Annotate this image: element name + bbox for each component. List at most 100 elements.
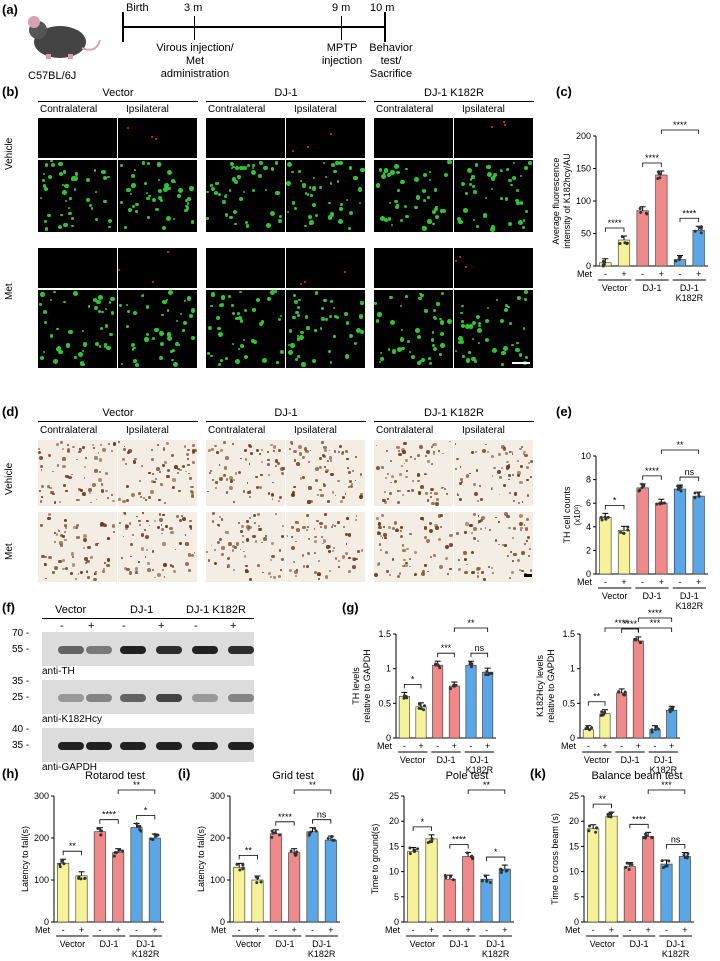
group-label: K182R [676, 601, 704, 611]
y-tick-label: 5 [394, 892, 399, 902]
data-point [600, 518, 604, 522]
sig-label: ns [317, 810, 327, 820]
y-tick-label: 0 [574, 917, 579, 927]
sig-label: ** [467, 618, 475, 628]
y-tick-label: 10 [389, 867, 399, 877]
met-sign: + [659, 269, 664, 279]
sig-label: * [421, 817, 425, 827]
data-point [595, 826, 599, 830]
fluorescence-image [374, 118, 453, 158]
sig-bracket [437, 652, 455, 658]
ihc-image [38, 512, 117, 582]
data-point [642, 835, 646, 839]
panel-label-j: (j) [352, 766, 365, 781]
met-sign: + [659, 577, 664, 587]
met-label: Met [385, 925, 401, 935]
panel-label-k: (k) [530, 766, 546, 781]
met-label: Met [35, 925, 51, 935]
bar [324, 839, 337, 923]
data-point [667, 859, 671, 863]
data-point [153, 832, 157, 836]
group-label: K182R [482, 949, 510, 959]
data-point [138, 824, 142, 828]
fluorescence-image [118, 118, 197, 158]
bar [605, 815, 618, 923]
sig-bracket [99, 819, 119, 824]
y-tick-label: 1.5 [562, 629, 575, 639]
sig-label: ** [69, 841, 77, 851]
data-point [444, 876, 448, 880]
bar [448, 685, 460, 739]
y-tick-label: 0 [220, 917, 225, 927]
lane-sign: + [230, 620, 237, 632]
y-tick-label: 200 [34, 833, 49, 843]
sig-label: **** [623, 619, 638, 629]
data-point [408, 846, 412, 850]
sig-label: * [613, 495, 617, 505]
d-row-met: Met [4, 543, 15, 560]
data-point [607, 815, 611, 819]
data-point [602, 262, 606, 266]
data-point [638, 207, 642, 211]
met-sign: - [604, 577, 607, 587]
met-sign: + [79, 925, 84, 935]
data-point [113, 850, 117, 854]
data-point [61, 858, 65, 862]
ihc-image [454, 440, 534, 506]
b-group-dj1: DJ-1 [274, 87, 298, 99]
data-point [295, 850, 299, 854]
data-point [640, 482, 644, 486]
y-axis-label: TH cell counts [562, 486, 572, 544]
data-point [135, 822, 139, 826]
group-label: Vector [410, 939, 436, 949]
bar [632, 640, 644, 739]
sig-bracket [403, 684, 422, 689]
data-point [100, 829, 104, 833]
timeline-end-tick [384, 12, 386, 42]
data-point [661, 865, 665, 869]
met-sign: - [135, 925, 138, 935]
data-point [644, 834, 648, 838]
group-label: DJ-1 [666, 939, 685, 949]
ihc-image [286, 512, 365, 582]
data-point [99, 833, 103, 837]
sig-bracket [660, 449, 700, 454]
y-axis-unit: (x10³) [573, 504, 582, 525]
mw-marker: 70 - [12, 628, 30, 639]
data-point [451, 878, 455, 882]
panel-label-b: (b) [2, 84, 19, 99]
data-point [697, 494, 701, 498]
bar [623, 866, 636, 923]
data-point [326, 837, 330, 841]
bar [233, 867, 246, 923]
data-point [289, 849, 293, 853]
data-point [241, 862, 245, 866]
met-label: Met [211, 925, 227, 935]
bar [692, 229, 705, 267]
group-label: DJ-1 [486, 939, 505, 949]
fluorescence-image [206, 160, 285, 232]
fluorescence-image [374, 290, 453, 368]
data-point [699, 231, 703, 235]
met-sign: - [62, 925, 65, 935]
bar [465, 664, 477, 739]
group-label: DJ-1 [620, 755, 639, 765]
ihc-image [206, 512, 285, 582]
y-axis-label: Latency to fall(s) [196, 826, 206, 892]
data-point [486, 673, 490, 677]
panel-label-c: (c) [556, 84, 572, 99]
sig-bracket [621, 628, 639, 633]
sig-bracket [587, 701, 606, 706]
data-point [413, 848, 417, 852]
sig-label: ** [245, 845, 253, 855]
y-tick-label: 100 [34, 875, 49, 885]
group-label: DJ-1 [470, 755, 489, 765]
y-tick-label: 0 [44, 917, 49, 927]
data-point [417, 706, 421, 710]
b-side-contra-2: Contralateral [208, 104, 266, 115]
data-point [430, 838, 434, 842]
data-point [623, 241, 627, 245]
data-point [454, 683, 458, 687]
data-point [62, 862, 66, 866]
scale-bar [524, 574, 532, 577]
